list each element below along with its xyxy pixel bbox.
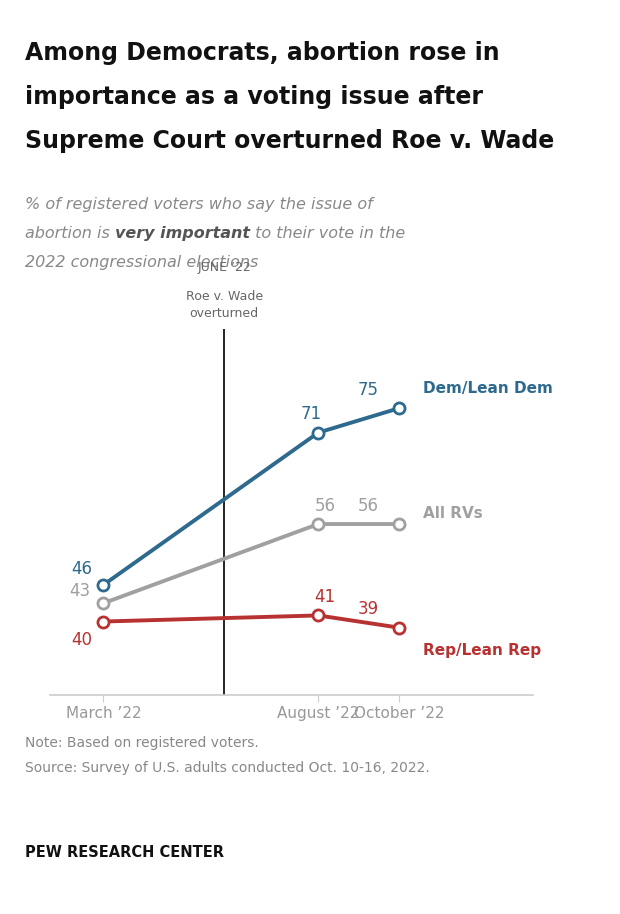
Text: % of registered voters who say the issue of: % of registered voters who say the issue… <box>25 197 373 211</box>
Text: Supreme Court overturned Roe v. Wade: Supreme Court overturned Roe v. Wade <box>25 129 554 153</box>
Text: Note: Based on registered voters.: Note: Based on registered voters. <box>25 736 259 749</box>
Text: 2022 congressional elections: 2022 congressional elections <box>25 255 258 270</box>
Text: Rep/Lean Rep: Rep/Lean Rep <box>423 643 541 658</box>
Text: Source: Survey of U.S. adults conducted Oct. 10-16, 2022.: Source: Survey of U.S. adults conducted … <box>25 761 430 775</box>
Text: Roe v. Wade
overturned: Roe v. Wade overturned <box>185 290 263 320</box>
Text: PEW RESEARCH CENTER: PEW RESEARCH CENTER <box>25 845 224 860</box>
Text: JUNE ’22: JUNE ’22 <box>197 261 251 274</box>
Text: 41: 41 <box>314 589 335 606</box>
Text: 56: 56 <box>358 497 379 515</box>
Text: abortion is: abortion is <box>25 226 115 240</box>
Text: to their vote in the: to their vote in the <box>250 226 405 240</box>
Text: 71: 71 <box>301 406 322 423</box>
Text: very important: very important <box>115 226 250 240</box>
Text: 40: 40 <box>71 631 92 649</box>
Text: Dem/Lean Dem: Dem/Lean Dem <box>423 381 553 396</box>
Text: Among Democrats, abortion rose in: Among Democrats, abortion rose in <box>25 41 500 65</box>
Text: 56: 56 <box>314 497 335 515</box>
Text: 39: 39 <box>358 600 379 619</box>
Text: 46: 46 <box>71 559 92 578</box>
Text: importance as a voting issue after: importance as a voting issue after <box>25 85 483 109</box>
Text: 75: 75 <box>358 381 379 399</box>
Text: 43: 43 <box>69 582 90 600</box>
Text: All RVs: All RVs <box>423 506 483 521</box>
